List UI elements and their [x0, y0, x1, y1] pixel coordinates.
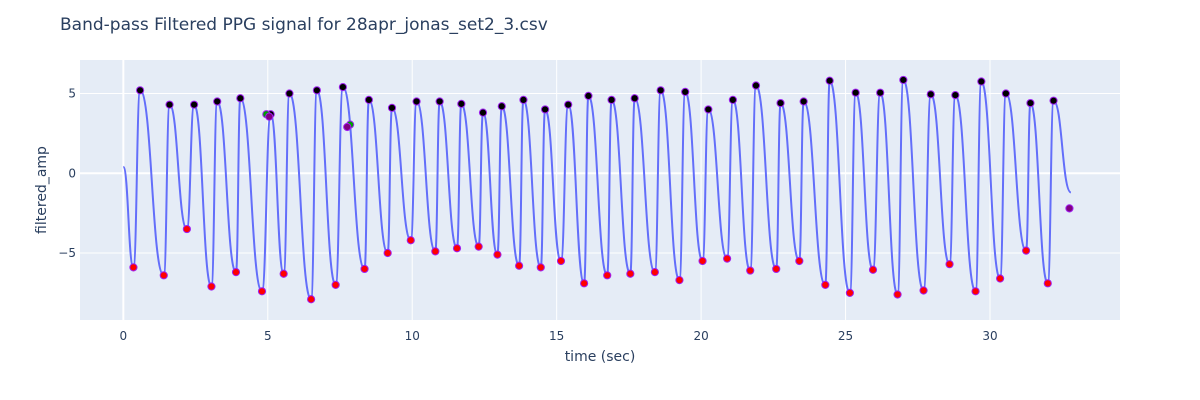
- x-tick-label: 5: [264, 329, 272, 343]
- trough-marker: [231, 268, 241, 277]
- trough-marker: [556, 256, 566, 266]
- peak-marker: [435, 97, 444, 106]
- peak-marker: [165, 100, 174, 109]
- peak-marker: [799, 97, 808, 106]
- trough-marker: [279, 269, 288, 278]
- peak-marker: [564, 100, 573, 109]
- x-tick-label: 30: [982, 329, 997, 343]
- peak-marker: [412, 97, 421, 106]
- trough-marker: [159, 271, 168, 280]
- peak-marker: [951, 90, 960, 100]
- trough-marker: [1043, 279, 1052, 288]
- trough-marker: [257, 287, 267, 296]
- peak-marker: [584, 91, 593, 100]
- trough-marker: [1022, 246, 1031, 255]
- trough-marker: [723, 254, 732, 263]
- trough-marker: [431, 247, 440, 256]
- peak-marker: [338, 83, 347, 92]
- y-axis-title: filtered_amp: [34, 146, 50, 234]
- trough-marker: [406, 236, 415, 245]
- trough-marker: [580, 279, 589, 288]
- trough-marker: [996, 274, 1005, 283]
- peak-marker: [364, 95, 373, 104]
- peak-marker: [926, 90, 935, 99]
- trough-marker: [821, 280, 830, 290]
- trough-marker: [772, 264, 781, 274]
- peak-marker: [899, 75, 908, 85]
- trough-marker: [795, 256, 804, 266]
- peak-marker: [519, 95, 528, 104]
- trough-marker: [383, 248, 392, 258]
- trough-marker: [746, 266, 755, 275]
- trough-marker: [893, 290, 902, 299]
- peak-marker: [236, 94, 245, 103]
- peak-marker: [312, 86, 321, 95]
- peak-marker: [135, 86, 145, 95]
- y-tick-label: 5: [68, 86, 76, 100]
- trough-marker: [945, 260, 954, 269]
- trough-marker: [493, 250, 502, 259]
- trough-marker: [603, 271, 612, 280]
- peak-marker: [704, 105, 713, 114]
- trough-marker: [360, 264, 369, 274]
- peak-marker: [1026, 98, 1035, 108]
- peak-marker: [776, 98, 785, 108]
- trough-marker: [650, 268, 659, 277]
- tick-labels: 0 5 10 15 20 25 30 −5 0 5: [58, 86, 997, 343]
- trough-marker: [971, 287, 980, 296]
- peak-marker: [681, 87, 690, 97]
- trough-marker: [331, 280, 340, 290]
- plot-area: [80, 60, 1120, 320]
- peak-marker: [630, 94, 639, 103]
- purple-marker: [1065, 204, 1074, 213]
- y-tick-label: 0: [68, 166, 76, 180]
- peak-marker: [478, 108, 488, 117]
- grid: [80, 60, 1120, 320]
- trough-marker: [207, 282, 216, 291]
- x-axis-title: time (sec): [565, 349, 636, 365]
- trough-marker: [452, 244, 462, 253]
- x-tick-label: 10: [405, 329, 420, 343]
- trough-marker: [845, 288, 854, 297]
- trough-marker: [515, 261, 524, 270]
- x-tick-label: 15: [549, 329, 564, 343]
- y-tick-label: −5: [58, 246, 76, 260]
- peak-marker: [977, 77, 986, 86]
- peak-marker: [497, 102, 506, 111]
- trough-marker: [626, 269, 635, 278]
- peak-marker: [728, 95, 737, 104]
- x-tick-label: 25: [838, 329, 853, 343]
- purple-marker: [343, 122, 352, 132]
- purple-marker: [265, 112, 274, 121]
- peak-marker: [1049, 96, 1058, 105]
- chart-title: Band-pass Filtered PPG signal for 28apr_…: [60, 15, 548, 35]
- x-tick-label: 20: [693, 329, 708, 343]
- trough-marker: [675, 276, 684, 285]
- peak-marker: [656, 86, 665, 95]
- peak-marker: [751, 81, 761, 90]
- x-tick-label: 0: [120, 329, 128, 343]
- peak-marker: [876, 88, 885, 97]
- peak-marker: [213, 97, 222, 106]
- markers: [129, 75, 1074, 304]
- peak-marker: [457, 99, 466, 108]
- trough-marker: [919, 286, 928, 295]
- peak-marker: [387, 103, 397, 112]
- trough-marker: [536, 263, 545, 272]
- peak-marker: [541, 105, 550, 114]
- trough-marker: [698, 256, 707, 266]
- peak-marker: [190, 100, 199, 109]
- peak-marker: [851, 88, 860, 97]
- trough-marker: [129, 263, 138, 272]
- trough-marker: [868, 265, 878, 274]
- trough-marker: [474, 242, 483, 251]
- peak-marker: [607, 95, 616, 104]
- peak-marker: [1001, 89, 1010, 98]
- trough-marker: [182, 224, 191, 234]
- peak-marker: [285, 89, 294, 98]
- peak-marker: [825, 76, 834, 85]
- trough-marker: [307, 295, 316, 304]
